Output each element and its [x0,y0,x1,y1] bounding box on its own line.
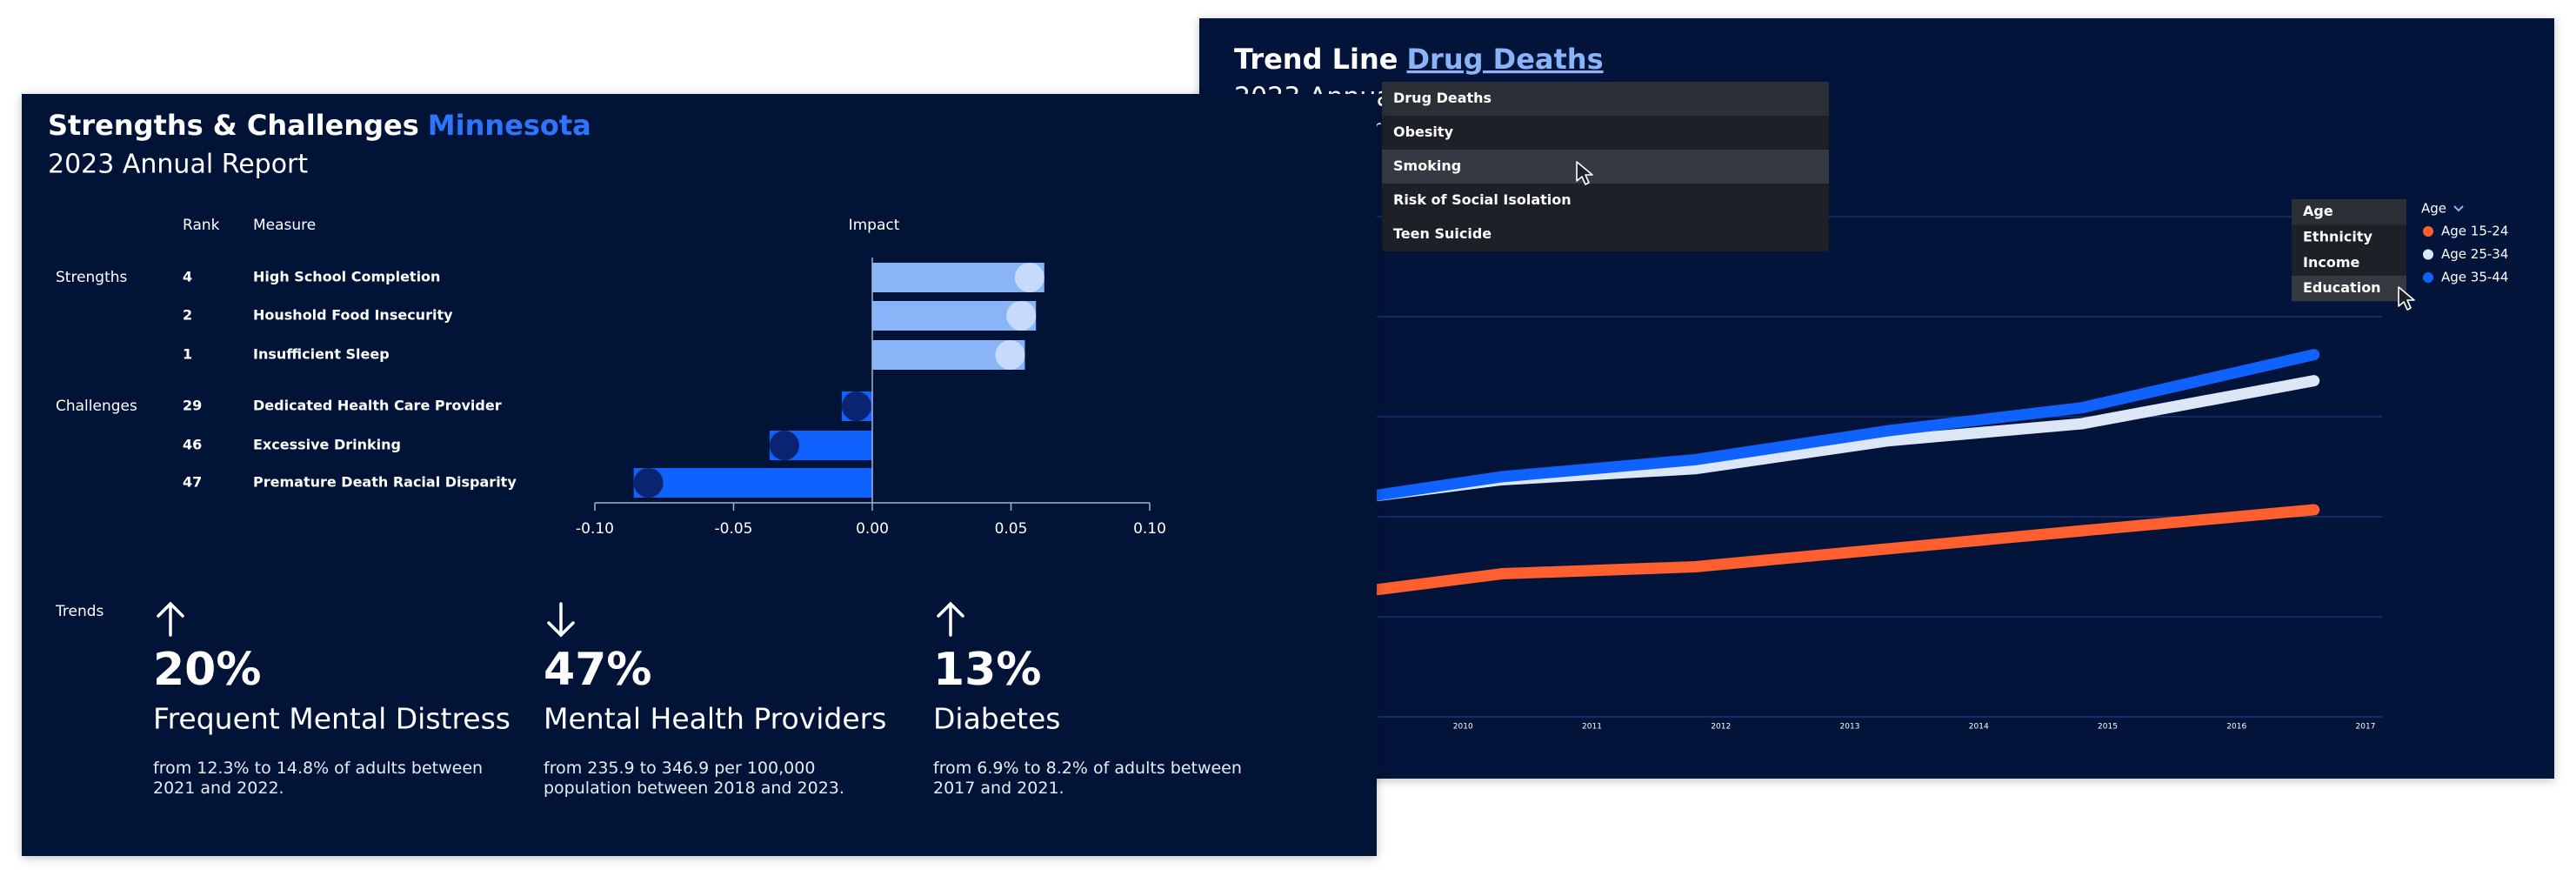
trend-title: Diabetes [933,702,1061,736]
x-tick-label: 0.05 [995,520,1028,538]
rank: 4 [183,269,192,285]
column-header: Measure [253,217,316,234]
legend-label: Age 25-34 [2441,246,2508,262]
menu-item[interactable]: Ethnicity [2303,228,2372,244]
panel-subtitle: 2023 Annual Report [48,150,308,180]
metric-link[interactable]: Drug Deaths [1406,43,1603,76]
menu-item[interactable]: Risk of Social Isolation [1393,191,1572,208]
x-tick-label: -0.10 [576,520,614,538]
menu-item[interactable]: Teen Suicide [1393,225,1492,242]
x-tick-label: 2016 [2226,723,2246,732]
menu-item[interactable]: Age [2303,203,2333,219]
trend-stat: 13% [933,644,1041,696]
legend-swatch [2423,272,2433,283]
x-tick-label: 2015 [2098,723,2118,732]
menu-item[interactable]: Obesity [1393,124,1454,140]
measure: High School Completion [253,269,440,285]
trend-arrow [547,602,575,638]
measure: Dedicated Health Care Provider [253,398,502,414]
legend-chevron [2453,205,2464,212]
legend-title[interactable]: Age [2421,201,2446,217]
group-label: Strengths [56,269,128,286]
measure: Premature Death Racial Disparity [253,474,517,491]
trend-description: from 235.9 to 346.9 per 100,000 populati… [544,759,844,798]
bar-cap [995,340,1025,370]
menu-row-highlight [1382,82,1829,116]
x-tick-label: 2017 [2356,723,2376,732]
x-tick-label: 2011 [1582,723,1602,732]
dropdown-menu: Age Ethnicity Income Education [2292,199,2406,302]
x-tick-label: 2013 [1840,723,1860,732]
x-tick-label: 0.00 [856,520,889,538]
rank: 29 [183,398,202,414]
x-tick-label: 2014 [1969,723,1989,732]
x-tick-label: 0.10 [1133,520,1166,538]
legend-label: Age 35-44 [2441,270,2508,285]
mouse-cursor [2398,286,2415,311]
menu-item[interactable]: Smoking [1393,157,1461,174]
mouse-cursor [1576,161,1593,185]
menu-row-highlight [1382,150,1829,184]
trend-title: Mental Health Providers [544,702,886,736]
menu-row-highlight [2292,275,2406,302]
title-text: Trend Line [1234,43,1398,76]
arrow-shaft [937,601,964,637]
measure: Excessive Drinking [253,437,401,453]
trend-stat: 47% [544,644,651,696]
arrow-shaft [547,602,575,638]
series-line [1354,349,2320,504]
menu-item[interactable]: Drug Deaths [1393,90,1492,106]
column-header: Impact [849,217,900,234]
rank: 2 [183,307,192,324]
column-header: Rank [183,217,220,234]
trend-title: Frequent Mental Distress [153,702,511,736]
bar-cap [1006,301,1037,331]
panel-title: Strengths & Challenges Minnesota [48,109,591,142]
bar [633,468,872,498]
title-highlight: Minnesota [428,109,591,142]
x-tick-label: 2012 [1711,723,1731,732]
rank: 47 [183,474,202,491]
strengths-chart: Strengths & Challenges Minnesota 2023 Annu… [48,109,1166,736]
group-label: Challenges [56,398,137,415]
menu-item[interactable]: Education [2303,279,2381,296]
panel-title: Trend Line Drug Deaths [1234,43,1604,76]
series-line [1354,504,2320,598]
bar-cap [841,391,871,421]
bar-cap [633,468,664,498]
measure: Insufficient Sleep [253,346,390,363]
trend-arrow [157,601,184,637]
measure: Houshold Food Insecurity [253,307,453,324]
legend-swatch [2423,226,2433,237]
trends-label: Trends [55,603,104,620]
title-text: Strengths & Challenges [48,109,419,142]
bar-cap [769,431,799,460]
rank: 46 [183,437,202,453]
legend-swatch [2423,249,2433,260]
rank: 1 [183,346,192,363]
strengths-panel: Strengths & Challenges Minnesota 2023 Annu… [22,94,1377,856]
menu-row-highlight [2292,199,2406,225]
dropdown-menu: Drug Deaths Obesity Smoking Risk of Social … [1382,82,1829,251]
x-tick-label: 2010 [1453,723,1473,732]
trend-description: from 6.9% to 8.2% of adults between 2017… [933,759,1242,798]
trend-stat: 20% [153,644,261,696]
bar-cap [1014,263,1044,292]
legend-label: Age 15-24 [2441,224,2508,239]
menu-item[interactable]: Income [2303,254,2359,271]
trend-arrow [937,601,964,637]
arrow-shaft [157,601,184,637]
trend-description: from 12.3% to 14.8% of adults between 20… [153,759,484,798]
x-tick-label: -0.05 [715,520,753,538]
